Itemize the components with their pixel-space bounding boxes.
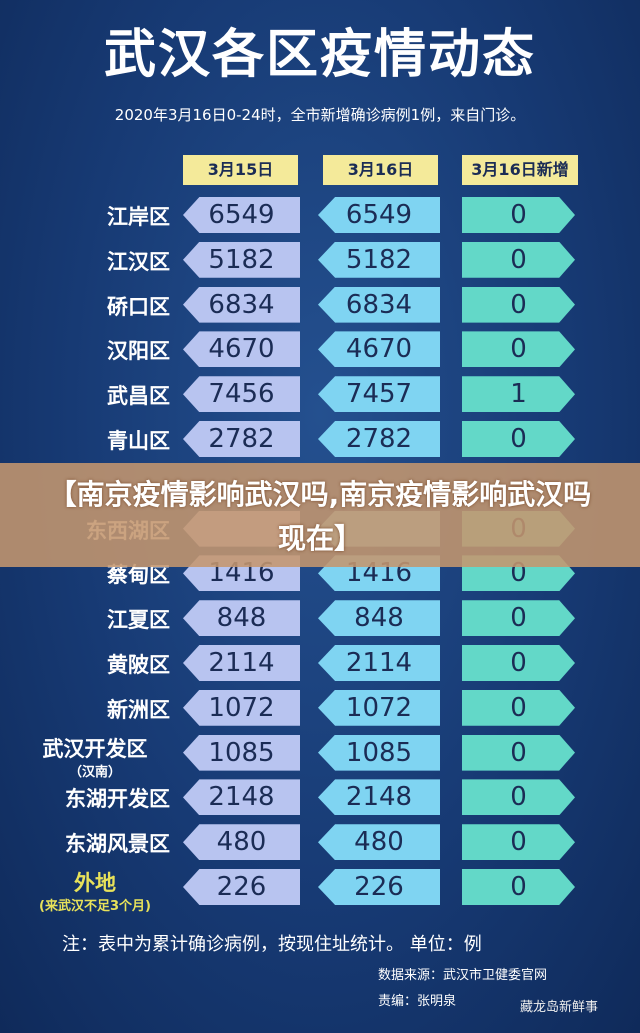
value-cell: 0	[462, 645, 575, 681]
column-header: 3月16日新增	[462, 155, 578, 185]
value-cell: 1	[462, 376, 575, 413]
value-cell: 0	[462, 331, 575, 368]
value-cell: 6549	[318, 197, 440, 233]
row-sublabel: (来武汉不足3个月)	[39, 899, 151, 914]
value-cell: 7456	[183, 376, 300, 413]
row-label: 武汉开发区	[42, 736, 148, 761]
column-header: 3月16日	[323, 155, 438, 185]
row-label: 新洲区	[107, 697, 170, 722]
value-cell: 0	[462, 824, 575, 861]
value-cell: 1085	[318, 734, 440, 771]
row-sublabel: （汉南）	[68, 764, 121, 780]
value-cell: 6834	[183, 286, 300, 323]
column-header: 3月15日	[183, 155, 298, 185]
row-label: 黄陂区	[107, 653, 170, 677]
value-cell: 0	[462, 286, 575, 323]
row-label: 江汉区	[107, 249, 170, 274]
value-cell: 226	[318, 869, 440, 905]
value-cell: 2782	[183, 421, 300, 457]
title: 武汉各区疫情动态	[103, 25, 536, 85]
row-label: 东湖开发区	[65, 787, 170, 812]
value-cell: 0	[462, 779, 575, 816]
value-cell: 2782	[318, 421, 440, 457]
overlay-band	[0, 463, 640, 567]
value-cell: 0	[462, 689, 575, 726]
value-cell: 1072	[318, 689, 440, 726]
value-cell: 4670	[318, 331, 440, 368]
value-cell: 480	[318, 824, 440, 861]
value-cell: 0	[462, 734, 575, 771]
value-cell: 848	[318, 600, 440, 637]
row-label: 江岸区	[107, 205, 170, 229]
value-cell: 2114	[318, 645, 440, 681]
value-cell: 226	[183, 869, 300, 905]
editor: 责编：张明泉	[378, 994, 457, 1009]
value-cell: 5182	[318, 241, 440, 278]
value-cell: 0	[462, 600, 575, 637]
value-cell: 0	[462, 421, 575, 457]
row-label: 外地	[74, 871, 116, 895]
row-label: 硚口区	[107, 294, 170, 319]
value-cell: 1072	[183, 689, 300, 726]
value-cell: 2114	[183, 645, 300, 681]
overlay-text: 【南京疫情影响武汉吗,南京疫情影响武汉吗现在】	[48, 478, 592, 555]
value-cell: 7457	[318, 376, 440, 413]
value-cell: 848	[183, 600, 300, 637]
value-cell: 4670	[183, 331, 300, 368]
value-cell: 0	[462, 869, 575, 905]
subtitle: 2020年3月16日0-24时，全市新增确诊病例1例，来自门诊。	[114, 106, 526, 124]
value-cell: 0	[462, 241, 575, 278]
note: 注：表中为累计确诊病例，按现住址统计。 单位：例	[62, 934, 482, 955]
row-label: 蔡甸区	[107, 563, 170, 588]
value-cell: 0	[462, 197, 575, 233]
row-label: 汉阳区	[107, 339, 170, 364]
watermark: 藏龙岛新鲜事	[520, 1000, 599, 1015]
source: 数据来源：武汉市卫健委官网	[378, 968, 548, 983]
row-label: 东湖风景区	[65, 832, 170, 857]
value-cell: 1085	[183, 734, 300, 771]
row-label: 武昌区	[107, 384, 170, 409]
value-cell: 5182	[183, 241, 300, 278]
value-cell: 6549	[183, 197, 300, 233]
value-cell: 480	[183, 824, 300, 861]
row-label: 青山区	[107, 429, 170, 453]
row-label: 江夏区	[107, 608, 170, 633]
value-cell: 2148	[183, 779, 300, 816]
value-cell: 6834	[318, 286, 440, 323]
value-cell: 2148	[318, 779, 440, 816]
